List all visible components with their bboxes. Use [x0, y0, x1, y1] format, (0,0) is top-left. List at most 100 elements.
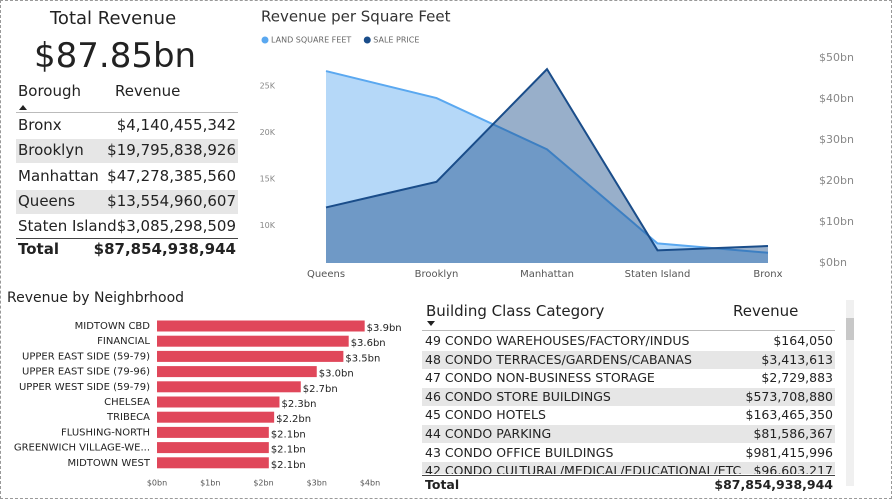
cell: 49 CONDO WAREHOUSES/FACTORY/INDUS — [425, 333, 690, 348]
data-label: $3.0bn — [319, 369, 354, 380]
table-row: 49 CONDO WAREHOUSES/FACTORY/INDUS $164,05… — [422, 332, 835, 350]
total-cell: $87,854,938,944 — [714, 477, 833, 492]
y-tick-label: GREENWICH VILLAGE-WE... — [14, 443, 150, 454]
cell: Staten Island — [18, 217, 117, 236]
cell: $4,140,455,342 — [116, 116, 236, 134]
data-label: $2.1bn — [271, 429, 306, 440]
y2-tick-label: $50bn — [819, 51, 854, 64]
table-row: Manhattan $47,278,385,560 — [16, 164, 238, 189]
cell: $13,554,960,607 — [107, 191, 236, 210]
cell: 48 CONDO TERRACES/GARDENS/CABANAS — [425, 351, 692, 367]
area-line — [325, 70, 769, 254]
y-tick-label: CHELSEA — [104, 397, 150, 408]
legend-label: LAND SQUARE FEET — [271, 36, 351, 45]
table-row: Queens $13,554,960,607 — [16, 189, 238, 214]
header-line — [422, 330, 835, 331]
cell: $81,586,367 — [753, 426, 833, 441]
data-label: $2.2bn — [276, 414, 311, 425]
y2-tick-label: $40bn — [819, 92, 854, 105]
y-tick-label: 25K — [260, 81, 276, 90]
cell: 45 CONDO HOTELS — [425, 407, 546, 423]
area-fill — [326, 71, 768, 263]
table-row: 47 CONDO NON-BUSINESS STORAGE $2,729,883 — [422, 369, 835, 388]
header: Revenue — [733, 302, 799, 320]
sort-arrow — [427, 321, 435, 330]
cell: $163,465,350 — [745, 407, 833, 423]
legend-marker — [363, 36, 371, 44]
cell: $19,795,838,926 — [107, 141, 236, 160]
bar — [157, 457, 269, 469]
bar — [157, 381, 301, 393]
table-row: 44 CONDO PARKING $81,586,367 — [422, 425, 835, 443]
cell: Manhattan — [18, 166, 99, 185]
bar — [157, 335, 349, 347]
y2-tick-label: $30bn — [819, 133, 854, 146]
header: Borough — [18, 82, 82, 100]
data-label: $2.3bn — [281, 399, 316, 410]
legend-marker — [261, 36, 269, 44]
x-tick-label: $0bn — [147, 479, 167, 488]
chart-title: Revenue by Neighbrhood — [7, 290, 184, 306]
cell: $164,050 — [773, 333, 833, 348]
y-tick-label: TRIBECA — [106, 412, 150, 423]
data-label: $2.7bn — [303, 384, 338, 395]
data-label: $2.1bn — [271, 460, 306, 471]
y-tick-label: FINANCIAL — [97, 336, 150, 347]
bar — [157, 442, 269, 454]
bar — [157, 411, 275, 423]
table-row: 42 CONDO CULTURAL/MEDICAL/EDUCATIONAL/ET… — [422, 462, 835, 474]
y-tick-label: 15K — [260, 175, 276, 184]
x-tick-label: Brooklyn — [415, 269, 459, 280]
cell: $96,603,217 — [753, 463, 833, 474]
table-body: 49 CONDO WAREHOUSES/FACTORY/INDUS $164,05… — [422, 332, 835, 474]
total-cell: Total — [425, 477, 460, 492]
table-row: 45 CONDO HOTELS $163,465,350 — [422, 406, 835, 425]
y-tick-label: UPPER EAST SIDE (79-96) — [22, 367, 150, 378]
cell: 42 CONDO CULTURAL/MEDICAL/EDUCATIONAL/ET… — [425, 463, 742, 474]
table-row: 43 CONDO OFFICE BUILDINGS $981,415,996 — [422, 443, 835, 462]
bar — [157, 320, 365, 332]
data-label: $3.9bn — [367, 323, 402, 334]
x-tick-label: $1bn — [200, 479, 220, 488]
cell: 46 CONDO STORE BUILDINGS — [425, 388, 611, 404]
x-tick-label: Manhattan — [520, 269, 574, 280]
y-tick-label: 10K — [260, 221, 276, 230]
bar — [157, 396, 280, 408]
cell: 44 CONDO PARKING — [425, 426, 552, 441]
table-row: Staten Island $3,085,298,509 — [16, 215, 238, 240]
total-cell: Total — [18, 240, 59, 258]
data-label: $2.1bn — [271, 445, 306, 456]
y-tick-label: UPPER EAST SIDE (59-79) — [22, 351, 150, 362]
x-tick-label: $2bn — [253, 479, 273, 488]
cell: $3,413,613 — [761, 351, 833, 367]
area-fill — [326, 69, 768, 263]
table-row: 48 CONDO TERRACES/GARDENS/CABANAS $3,413,… — [422, 350, 835, 369]
table-row: Brooklyn $19,795,838,926 — [16, 139, 238, 164]
bar — [157, 366, 317, 378]
header-line — [16, 112, 238, 113]
cell: $981,415,996 — [745, 444, 833, 460]
y2-tick-label: $10bn — [819, 215, 854, 228]
legend-label: SALE PRICE — [373, 36, 419, 45]
x-tick-label: Staten Island — [625, 269, 691, 280]
x-tick-label: Queens — [307, 269, 345, 280]
area-line — [325, 67, 769, 252]
chart-title: Revenue per Square Feet — [261, 8, 451, 26]
cell: Bronx — [18, 116, 62, 134]
data-label: $3.6bn — [351, 338, 386, 349]
y-tick-label: 20K — [260, 128, 276, 137]
table-row: 46 CONDO STORE BUILDINGS $573,708,880 — [422, 387, 835, 406]
total-line — [16, 238, 238, 239]
scrollbar[interactable] — [846, 300, 854, 486]
cell: 43 CONDO OFFICE BUILDINGS — [425, 444, 614, 460]
kpi-title: Total Revenue — [50, 8, 177, 29]
y2-tick-label: $20bn — [819, 174, 854, 187]
cell: $47,278,385,560 — [107, 166, 236, 185]
x-tick-label: Bronx — [753, 269, 782, 280]
x-tick-label: $4bn — [360, 479, 380, 488]
cell: 47 CONDO NON-BUSINESS STORAGE — [425, 370, 655, 386]
y-tick-label: MIDTOWN CBD — [75, 321, 151, 332]
y-tick-label: FLUSHING-NORTH — [61, 427, 150, 438]
